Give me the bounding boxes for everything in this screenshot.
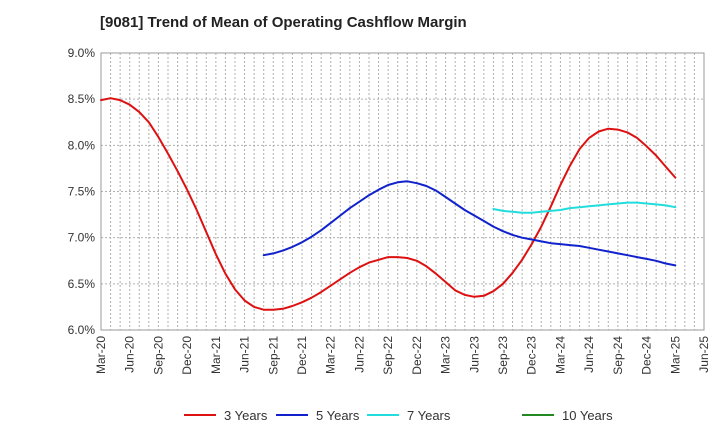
x-tick-label: Mar-21 (209, 336, 223, 374)
x-tick-label: Sep-24 (611, 336, 625, 375)
x-tick-label: Jun-20 (123, 336, 137, 373)
legend-label: 5 Years (316, 408, 360, 423)
x-tick-label: Jun-23 (467, 336, 481, 373)
x-tick-label: Dec-23 (525, 336, 539, 375)
x-tick-label: Jun-22 (352, 336, 366, 373)
legend-item: 7 Years (367, 408, 451, 423)
x-tick-label: Dec-20 (180, 336, 194, 375)
series-line-3-years (100, 97, 677, 311)
series-lines (100, 97, 677, 311)
y-tick-label: 6.0% (68, 323, 96, 337)
legend-item: 10 Years (522, 408, 613, 423)
x-axis: Mar-20 Jun-20 Sep-20 Dec-20 Mar-21 Jun-21 Sep-… (94, 336, 711, 375)
y-tick-label: 7.0% (68, 231, 96, 245)
x-tick-label: Mar-22 (324, 336, 338, 374)
x-tick-label: Jun-21 (238, 336, 252, 373)
x-tick-label: Sep-20 (151, 336, 165, 375)
series-line-7-years (492, 201, 677, 214)
x-tick-label: Mar-24 (553, 336, 567, 374)
x-tick-label: Sep-21 (266, 336, 280, 375)
y-tick-label: 6.5% (68, 277, 96, 291)
grid (101, 52, 705, 331)
x-tick-label: Mar-23 (439, 336, 453, 374)
plot-area-frame (100, 52, 705, 331)
x-tick-label: Sep-23 (496, 336, 510, 375)
x-tick-label: Mar-25 (668, 336, 682, 374)
legend-item: 3 Years (184, 408, 268, 423)
y-tick-label: 9.0% (68, 46, 96, 60)
series-line-5-years (262, 180, 677, 267)
x-tick-label: Dec-24 (640, 336, 654, 375)
y-tick-label: 7.5% (68, 185, 96, 199)
x-tick-label: Jun-24 (582, 336, 596, 373)
y-axis: 6.0% 6.5% 7.0% 7.5% 8.0% 8.5% 9.0% (68, 46, 96, 337)
x-tick-label: Mar-20 (94, 336, 108, 374)
x-tick-label: Dec-22 (410, 336, 424, 375)
chart-title: [9081] Trend of Mean of Operating Cashfl… (100, 14, 467, 31)
legend-label: 3 Years (224, 408, 268, 423)
x-tick-label: Jun-25 (697, 336, 711, 373)
x-tick-label: Sep-22 (381, 336, 395, 375)
legend-label: 7 Years (407, 408, 451, 423)
legend-label: 10 Years (562, 408, 613, 423)
y-tick-label: 8.5% (68, 92, 96, 106)
y-tick-label: 8.0% (68, 138, 96, 152)
legend: 3 Years 5 Years 7 Years 10 Years (184, 408, 613, 423)
legend-item: 5 Years (276, 408, 360, 423)
x-tick-label: Dec-21 (295, 336, 309, 375)
